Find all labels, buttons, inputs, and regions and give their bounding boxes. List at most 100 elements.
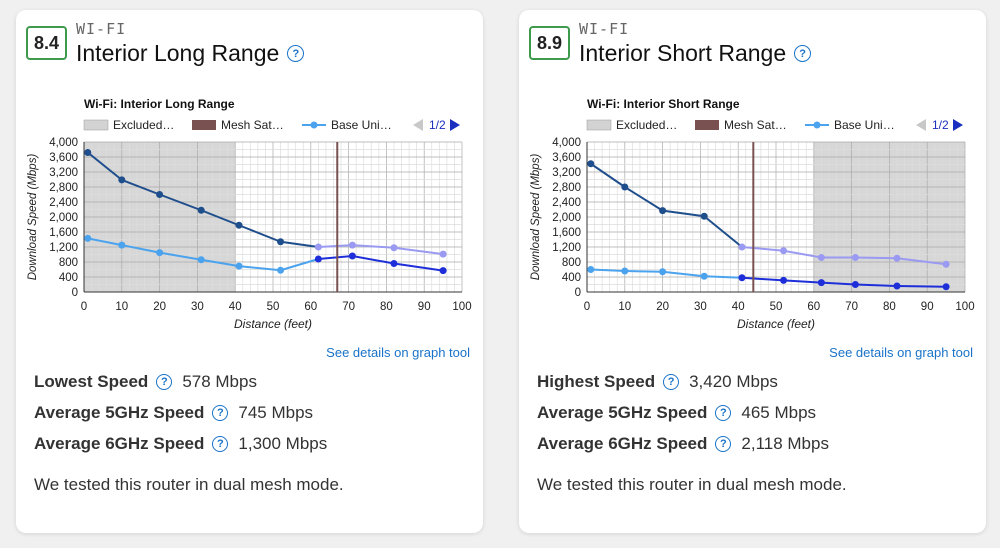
- chart-legend: Excluded… Mesh Sat… Base Uni… 1/2: [83, 118, 460, 132]
- chart-legend: Excluded… Mesh Sat… Base Uni… 1/2: [586, 118, 963, 132]
- x-tick-label: 70: [342, 301, 355, 313]
- help-icon[interactable]: ?: [715, 404, 732, 421]
- data-point-satellite-5ghz: [817, 279, 825, 287]
- data-point-satellite-6ghz: [851, 254, 859, 261]
- see-details-link[interactable]: See details on graph tool: [326, 345, 470, 360]
- series-connector-6ghz: [703, 215, 743, 248]
- stat-value: 1,300 Mbps: [238, 433, 328, 453]
- x-tick-label: 40: [229, 301, 242, 313]
- legend-swatch-excluded: [83, 119, 109, 131]
- legend-label-mesh: Mesh Sat…: [221, 118, 284, 132]
- grid: [83, 141, 463, 293]
- y-tick-label: 4,000: [552, 137, 581, 149]
- legend-label-excluded: Excluded…: [113, 118, 174, 132]
- x-tick-label: 40: [732, 301, 745, 313]
- data-point-base-6ghz: [587, 160, 595, 168]
- y-axis-label: Download Speed (Mbps): [27, 154, 39, 281]
- stat-label: Average 6GHz Speed: [537, 433, 708, 453]
- x-tick-label: 0: [584, 301, 590, 313]
- test-card-long-range: 8.4 WI-FI Interior Long Range ? Wi-Fi: I…: [16, 10, 483, 533]
- x-tick-label: 50: [770, 301, 783, 313]
- x-tick-label: 20: [153, 301, 166, 313]
- test-note: We tested this router in dual mesh mode.: [537, 475, 847, 494]
- stat-row: Average 6GHz Speed ? 1,300 Mbps: [34, 428, 327, 459]
- test-card-short-range: 8.9 WI-FI Interior Short Range ? Wi-Fi: …: [519, 10, 986, 533]
- y-tick-label: 2,000: [49, 212, 78, 224]
- x-tick-label: 100: [955, 301, 974, 313]
- legend-swatch-mesh: [695, 120, 719, 130]
- legend-next-icon: [450, 119, 460, 131]
- series-connector-5ghz: [280, 258, 319, 272]
- category-label: WI-FI: [76, 20, 127, 38]
- data-point-satellite-6ghz: [439, 250, 447, 258]
- x-tick-label: 60: [304, 301, 317, 313]
- stat-label: Average 5GHz Speed: [537, 402, 708, 422]
- y-tick-label: 1,200: [49, 242, 78, 254]
- y-tick-label: 2,000: [552, 212, 581, 224]
- data-point-base-5ghz: [700, 272, 708, 280]
- see-details-link[interactable]: See details on graph tool: [829, 345, 973, 360]
- chart-title: Wi-Fi: Interior Long Range: [84, 97, 235, 111]
- data-point-satellite-5ghz: [942, 283, 950, 291]
- x-tick-label: 100: [452, 301, 471, 313]
- x-tick-label: 90: [418, 301, 431, 313]
- legend-page-indicator: 1/2: [932, 118, 949, 132]
- legend-swatch-mesh: [192, 120, 216, 130]
- x-tick-label: 90: [921, 301, 934, 313]
- data-point-satellite-5ghz: [348, 252, 356, 260]
- test-title-text: Interior Long Range: [76, 40, 280, 66]
- data-point-satellite-5ghz: [439, 267, 447, 275]
- stat-value: 3,420 Mbps: [689, 371, 778, 391]
- x-tick-label: 60: [807, 301, 820, 313]
- series-line-base-5ghz: [87, 237, 281, 272]
- series-line-satellite-5ghz: [741, 276, 947, 288]
- data-point-base-6ghz: [659, 207, 667, 215]
- data-point-base-6ghz: [277, 238, 285, 246]
- y-tick-label: 400: [59, 272, 78, 284]
- x-axis-label: Distance (feet): [234, 317, 312, 331]
- y-tick-label: 2,400: [49, 197, 78, 209]
- help-icon[interactable]: ?: [663, 373, 680, 390]
- data-point-base-6ghz: [700, 212, 708, 220]
- data-point-satellite-6ghz: [390, 244, 398, 252]
- data-point-satellite-6ghz: [314, 243, 322, 251]
- score-badge: 8.9: [529, 26, 570, 60]
- y-tick-label: 1,600: [49, 227, 78, 239]
- help-icon[interactable]: ?: [212, 435, 229, 452]
- legend-prev-icon: [413, 119, 423, 131]
- data-point-base-6ghz: [235, 221, 243, 229]
- x-tick-label: 70: [845, 301, 858, 313]
- stat-row: Average 6GHz Speed ? 2,118 Mbps: [537, 428, 829, 459]
- data-point-base-5ghz: [156, 249, 164, 257]
- help-icon[interactable]: ?: [715, 435, 732, 452]
- legend-swatch-base-dot: [310, 121, 318, 129]
- help-icon[interactable]: ?: [156, 373, 173, 390]
- data-point-satellite-5ghz: [851, 281, 859, 288]
- legend-label-base: Base Uni…: [834, 118, 895, 132]
- stat-row: Highest Speed ? 3,420 Mbps: [537, 366, 829, 397]
- data-point-satellite-5ghz: [314, 255, 322, 263]
- x-tick-label: 10: [115, 301, 128, 313]
- y-tick-label: 2,800: [552, 182, 581, 194]
- data-point-base-5ghz: [197, 256, 205, 264]
- y-tick-label: 0: [72, 287, 78, 299]
- series-line-base-5ghz: [590, 268, 705, 278]
- y-tick-label: 800: [59, 257, 78, 269]
- x-axis-label: Distance (feet): [737, 317, 815, 331]
- y-tick-label: 3,200: [552, 167, 581, 179]
- x-tick-label: 30: [694, 301, 707, 313]
- help-icon[interactable]: ?: [287, 45, 305, 62]
- x-tick-label: 30: [191, 301, 204, 313]
- legend-label-excluded: Excluded…: [616, 118, 677, 132]
- legend-prev-icon: [916, 119, 926, 131]
- stat-value: 745 Mbps: [238, 402, 314, 422]
- data-point-base-6ghz: [118, 176, 126, 184]
- stat-value: 2,118 Mbps: [741, 433, 829, 453]
- y-tick-label: 3,600: [49, 152, 78, 164]
- test-title: Interior Long Range ?: [76, 40, 305, 67]
- data-point-satellite-6ghz: [348, 241, 356, 249]
- y-tick-label: 2,800: [49, 182, 78, 194]
- help-icon[interactable]: ?: [212, 404, 229, 421]
- y-tick-label: 0: [575, 287, 581, 299]
- help-icon[interactable]: ?: [794, 45, 812, 62]
